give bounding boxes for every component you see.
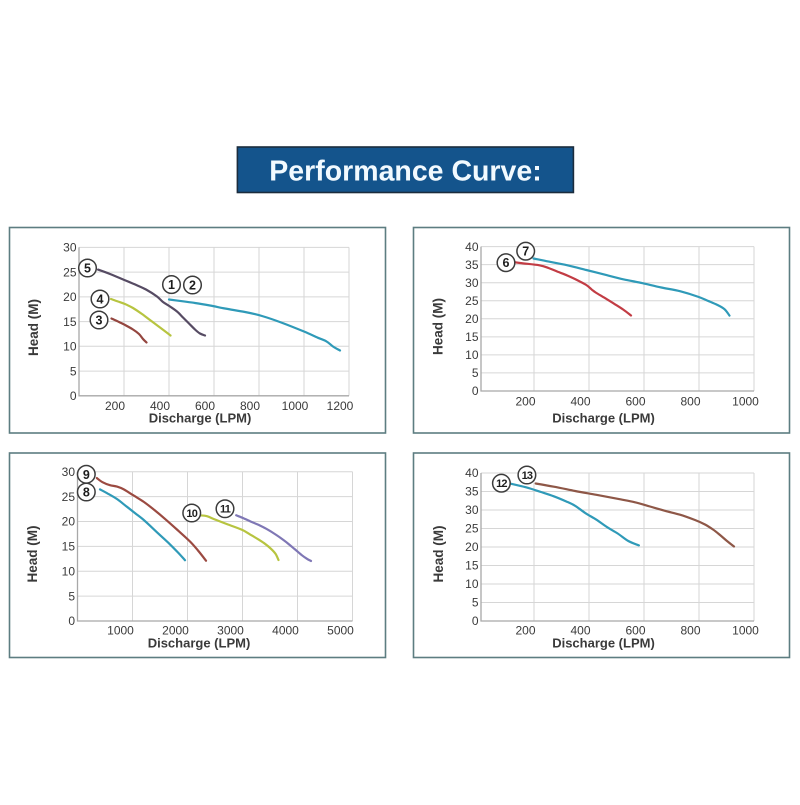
svg-text:Discharge (LPM): Discharge (LPM) [149, 410, 252, 425]
svg-text:Head (M): Head (M) [26, 299, 41, 356]
svg-text:25: 25 [62, 490, 76, 504]
svg-text:5: 5 [70, 364, 77, 378]
svg-text:1000: 1000 [732, 395, 759, 409]
svg-text:Head (M): Head (M) [431, 298, 446, 355]
svg-text:15: 15 [465, 330, 479, 344]
svg-text:200: 200 [105, 399, 125, 413]
svg-text:2000: 2000 [162, 624, 189, 638]
svg-text:5: 5 [472, 366, 479, 380]
svg-text:200: 200 [515, 395, 535, 409]
svg-text:400: 400 [570, 395, 590, 409]
svg-text:400: 400 [570, 624, 590, 638]
svg-text:600: 600 [625, 624, 645, 638]
svg-text:Performance Curve:: Performance Curve: [269, 156, 541, 188]
svg-text:4000: 4000 [272, 624, 299, 638]
svg-text:Head (M): Head (M) [25, 526, 40, 583]
svg-text:10: 10 [186, 508, 197, 520]
svg-text:10: 10 [465, 577, 479, 591]
svg-text:35: 35 [465, 258, 479, 272]
svg-text:0: 0 [472, 384, 479, 398]
svg-text:200: 200 [515, 624, 535, 638]
svg-text:20: 20 [62, 515, 76, 529]
svg-text:1200: 1200 [327, 399, 354, 413]
svg-text:5000: 5000 [327, 624, 354, 638]
svg-text:800: 800 [680, 395, 700, 409]
svg-text:15: 15 [62, 540, 76, 554]
svg-text:40: 40 [465, 466, 479, 480]
svg-text:10: 10 [62, 565, 76, 579]
svg-text:7: 7 [522, 245, 529, 259]
svg-text:0: 0 [68, 614, 75, 628]
svg-text:15: 15 [63, 315, 77, 329]
svg-text:Discharge (LPM): Discharge (LPM) [148, 635, 251, 650]
svg-text:30: 30 [465, 503, 479, 517]
svg-text:1000: 1000 [732, 624, 759, 638]
svg-text:Head (M): Head (M) [431, 526, 446, 583]
svg-text:25: 25 [465, 522, 479, 536]
svg-text:30: 30 [63, 241, 77, 255]
svg-text:20: 20 [63, 290, 77, 304]
svg-text:6: 6 [503, 256, 510, 270]
svg-text:800: 800 [240, 399, 260, 413]
svg-text:30: 30 [465, 276, 479, 290]
svg-text:600: 600 [195, 399, 215, 413]
svg-text:30: 30 [62, 465, 76, 479]
svg-text:5: 5 [472, 596, 479, 610]
svg-text:35: 35 [465, 485, 479, 499]
svg-text:9: 9 [83, 468, 90, 482]
svg-text:10: 10 [465, 348, 479, 362]
svg-text:400: 400 [150, 399, 170, 413]
svg-text:3: 3 [96, 314, 103, 328]
svg-text:2: 2 [189, 279, 196, 293]
svg-text:1: 1 [168, 278, 175, 292]
svg-text:Discharge (LPM): Discharge (LPM) [552, 635, 655, 650]
svg-text:3000: 3000 [217, 624, 244, 638]
svg-text:20: 20 [465, 540, 479, 554]
svg-text:25: 25 [63, 265, 77, 279]
svg-text:5: 5 [68, 589, 75, 603]
svg-text:10: 10 [63, 340, 77, 354]
svg-text:13: 13 [522, 470, 533, 482]
svg-text:0: 0 [70, 389, 77, 403]
svg-text:0: 0 [472, 614, 479, 628]
svg-text:25: 25 [465, 294, 479, 308]
svg-text:5: 5 [84, 262, 91, 276]
svg-text:800: 800 [680, 624, 700, 638]
svg-text:600: 600 [625, 395, 645, 409]
svg-text:15: 15 [465, 559, 479, 573]
svg-text:4: 4 [97, 293, 104, 307]
svg-text:1000: 1000 [282, 399, 309, 413]
svg-text:1000: 1000 [107, 624, 134, 638]
svg-text:Discharge (LPM): Discharge (LPM) [552, 410, 655, 425]
svg-text:11: 11 [220, 504, 231, 516]
svg-text:20: 20 [465, 312, 479, 326]
svg-text:12: 12 [496, 478, 507, 490]
svg-text:8: 8 [83, 486, 90, 500]
svg-text:40: 40 [465, 240, 479, 254]
